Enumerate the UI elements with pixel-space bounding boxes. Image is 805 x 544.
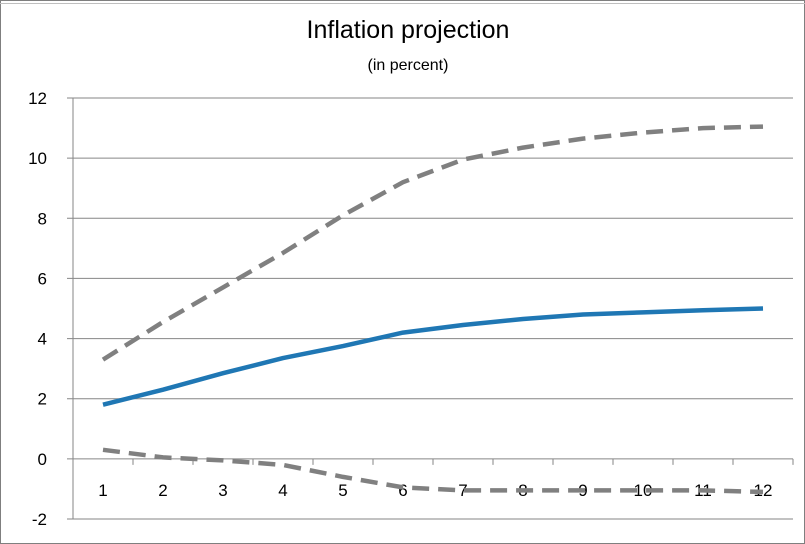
x-axis-ticks: 1 2 3 4 5 6 7 8 9 10 11 12 — [98, 481, 772, 500]
chart-subtitle: (in percent) — [368, 57, 449, 74]
y-tick-label: -2 — [32, 510, 47, 529]
series-line-2 — [101, 124, 764, 362]
y-tick-label: 12 — [28, 89, 47, 108]
x-tick-label: 2 — [158, 481, 167, 500]
x-tick-label: 4 — [278, 481, 287, 500]
x-tick-label: 3 — [218, 481, 227, 500]
series-lines — [101, 124, 764, 495]
x-tick-label: 10 — [634, 481, 653, 500]
gridlines — [67, 97, 794, 520]
y-tick-label: 8 — [38, 209, 47, 228]
y-axis-ticks: -2 0 2 4 6 8 10 12 — [28, 89, 47, 529]
series-line-3 — [102, 447, 764, 495]
x-tick-label: 6 — [398, 481, 407, 500]
y-tick-label: 0 — [38, 450, 47, 469]
y-tick-label: 6 — [38, 269, 47, 288]
x-tick-label: 1 — [98, 481, 107, 500]
y-tick-label: 2 — [38, 390, 47, 409]
x-tick-label: 7 — [458, 481, 467, 500]
series-line-1 — [102, 306, 764, 407]
y-tick-label: 4 — [38, 330, 47, 349]
x-tick-label: 5 — [338, 481, 347, 500]
frame-top-rule — [0, 3, 805, 4]
y-tick-label: 10 — [28, 149, 47, 168]
chart-title: Inflation projection — [307, 16, 510, 44]
